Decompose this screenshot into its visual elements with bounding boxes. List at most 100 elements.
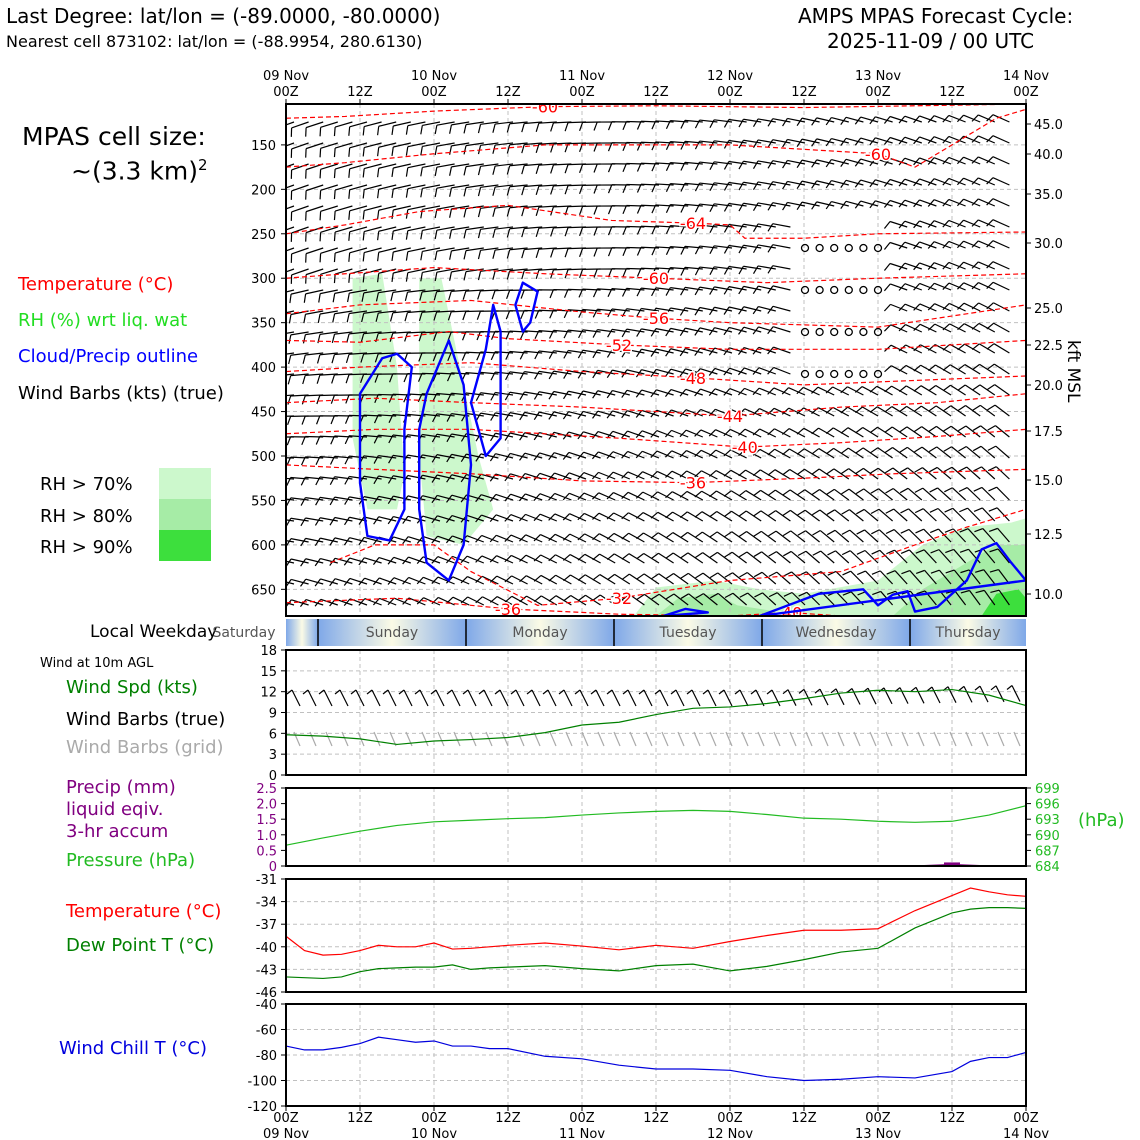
wind-barb: [524, 184, 543, 188]
wind-barb-feather: [680, 531, 688, 539]
wind-barb: [714, 140, 733, 144]
wind-barb: [363, 331, 382, 335]
wind-barb: [465, 121, 484, 126]
pressure-tick-label: 300: [251, 272, 276, 287]
wind-barb-feather: [533, 595, 542, 603]
wind-barb: [540, 574, 558, 585]
wind-barb: [969, 590, 981, 606]
wind-barb-feather: [811, 468, 820, 475]
wind-barb-feather: [388, 434, 394, 444]
wind-barb-feather: [885, 529, 895, 535]
wind-barb: [757, 160, 776, 165]
wind-barb-feather: [533, 452, 541, 461]
wind-barb-feather: [883, 324, 892, 332]
wind-barb: [775, 510, 791, 522]
surface-wind-barb: [627, 689, 637, 707]
wind-barb-feather: [913, 220, 920, 229]
wind-barbs-true-label: Wind Barbs (true): [66, 709, 226, 730]
wind-barb-feather: [811, 117, 818, 126]
surface-wind-barb: [915, 687, 925, 704]
wind-barb-feather: [738, 510, 747, 517]
wind-barb-feather: [319, 169, 322, 179]
wind-barb-feather: [348, 210, 351, 220]
wind-barb-feather: [986, 322, 995, 330]
wind-barb: [831, 138, 849, 144]
grid-wind-barb: [1013, 731, 1021, 747]
wind-barb: [305, 373, 324, 376]
wind-barb-feather: [665, 511, 673, 519]
wind-barb-feather: [345, 394, 350, 404]
wind-barb: [655, 183, 674, 186]
wind-barb: [790, 509, 806, 522]
wind-barb-feather: [986, 302, 994, 310]
top-date-label: 12 Nov: [707, 69, 753, 84]
wind-barb: [335, 578, 353, 585]
wind-barb-feather: [972, 384, 981, 391]
wind-barb-feather: [348, 189, 351, 199]
calm-circle: [800, 243, 810, 253]
wind-barb: [716, 490, 733, 501]
wind-barb: [291, 121, 309, 129]
wind-barb-feather: [885, 508, 895, 514]
wind-barb-feather: [694, 388, 701, 397]
wind-barb: [524, 371, 543, 375]
wind-barb-feather: [942, 262, 950, 270]
wind-barb: [788, 428, 806, 438]
rh90-swatch: [159, 530, 211, 561]
wind-barb-feather: [855, 488, 865, 495]
wind-barb: [584, 512, 601, 522]
wind-barb: [286, 560, 295, 564]
wind-barb-feather: [520, 310, 525, 320]
wind-barb: [422, 247, 441, 253]
wind-barb-feather: [856, 529, 865, 535]
surface-wind-barb-feather: [926, 686, 933, 692]
wind-barb-feather: [403, 393, 408, 403]
series-line-dew: [285, 907, 1027, 980]
wind-barb-feather: [752, 346, 760, 355]
wind-barb-feather: [826, 509, 836, 515]
wind-barb-feather: [461, 352, 467, 361]
wind-barb-feather: [288, 355, 292, 365]
wind-barb: [934, 282, 952, 291]
wind-barb-feather: [448, 291, 452, 301]
wind-barb: [423, 576, 441, 585]
wind-barb: [948, 198, 966, 207]
wind-barb: [538, 121, 557, 124]
wind-barb-feather: [314, 598, 322, 607]
wind-barb: [553, 370, 572, 375]
wind-barb-feather: [869, 426, 878, 434]
wind-barb-feather: [971, 302, 980, 310]
wind-barb: [963, 156, 981, 165]
wind-barb-feather: [504, 391, 511, 401]
wind-barb-feather: [723, 203, 730, 212]
wind-barb: [286, 477, 295, 480]
wind-barb-feather: [362, 210, 365, 220]
wind-barb-feather: [504, 595, 513, 603]
grid-wind-barb: [901, 731, 909, 747]
wind-barb: [286, 602, 295, 606]
cloud-outline: [514, 281, 539, 333]
wind-barb-feather: [854, 179, 862, 188]
wind-barb: [480, 371, 499, 375]
wind-barb: [286, 268, 295, 273]
wind-barb: [640, 162, 660, 165]
wind-barb-feather: [343, 557, 351, 566]
wind-barb-feather: [533, 574, 542, 582]
wind-barb: [524, 121, 543, 125]
grid-wind-barb: [773, 731, 781, 747]
wind-barb-feather: [287, 375, 292, 385]
wind-barb-feather: [375, 292, 379, 302]
top-time-label: 12Z: [643, 85, 669, 100]
wind-barb: [864, 529, 879, 543]
wind-barb: [890, 303, 908, 312]
wind-barb-feather: [651, 246, 657, 256]
wind-barb-feather: [709, 531, 718, 538]
wind-barb: [890, 344, 908, 354]
grid-wind-barb: [373, 731, 381, 747]
wind-barb: [480, 453, 499, 459]
wind-barb-feather: [927, 157, 935, 165]
wind-barb-feather: [709, 203, 715, 213]
wind-barb: [670, 120, 689, 123]
wind-barb: [538, 370, 557, 375]
surface-wind-barb-feather: [446, 689, 453, 695]
